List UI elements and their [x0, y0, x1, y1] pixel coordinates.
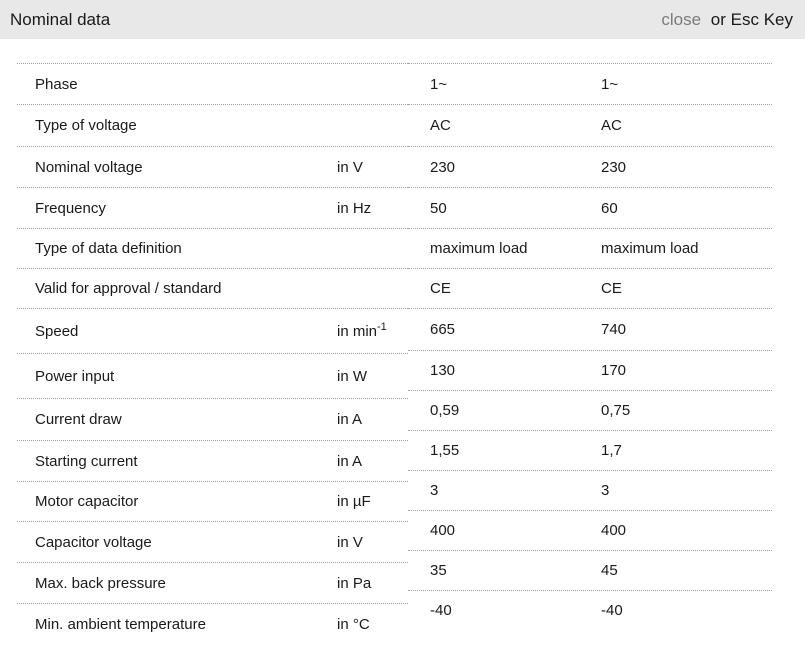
modal-title: Nominal data — [10, 9, 111, 29]
row-value-1: -40 — [430, 602, 452, 619]
esc-key-hint: or Esc Key — [710, 9, 793, 29]
row-value-1: 3 — [430, 482, 439, 499]
table-row-values: CE CE — [408, 268, 772, 308]
row-label: Capacitor voltage — [35, 533, 152, 551]
row-value-1: 230 — [430, 158, 456, 176]
row-unit: in V — [337, 158, 363, 176]
row-unit: in min-1 — [337, 320, 387, 340]
table-row-values: 50 60 — [408, 187, 772, 228]
table-row-values: 230 230 — [408, 146, 772, 187]
row-value-2: 230 — [601, 158, 627, 176]
row-value-2: 1,7 — [601, 442, 622, 459]
row-value-1: CE — [430, 280, 451, 297]
row-label: Max. back pressure — [35, 574, 166, 592]
table-row-values: maximum load maximum load — [408, 228, 772, 268]
row-value-1: 0,59 — [430, 402, 460, 419]
modal-header: Nominal data close or Esc Key — [0, 0, 805, 39]
row-unit: in A — [337, 452, 363, 470]
row-label: Phase — [35, 75, 78, 93]
row-value-1: maximum load — [430, 240, 528, 257]
table-row-values: 400 400 — [408, 510, 772, 550]
close-button[interactable]: close — [661, 9, 702, 29]
row-unit: in V — [337, 533, 363, 551]
row-value-2: CE — [601, 280, 622, 297]
table-row-values: AC AC — [408, 104, 772, 146]
row-value-2: 740 — [601, 321, 627, 338]
row-value-2: 1~ — [601, 75, 619, 93]
table-row-label: Current draw in A — [17, 398, 408, 440]
table-row-label: Valid for approval / standard — [17, 268, 408, 308]
table-row-label: Speed in min-1 — [17, 308, 408, 353]
row-label: Valid for approval / standard — [35, 280, 222, 297]
table-row-label: Type of voltage — [17, 104, 408, 146]
row-label: Min. ambient temperature — [35, 615, 206, 633]
row-value-2: 45 — [601, 562, 618, 579]
modal-close-area: close or Esc Key — [661, 10, 793, 30]
table-row-values: 1~ 1~ — [408, 63, 772, 104]
row-unit: in Pa — [337, 574, 372, 592]
row-value-2: maximum load — [601, 240, 699, 257]
table-row-label: Starting current in A — [17, 440, 408, 481]
table-row-values: 665 740 — [408, 308, 772, 350]
row-value-1: 50 — [430, 199, 447, 217]
row-unit: in W — [337, 367, 367, 385]
row-label: Power input — [35, 367, 115, 385]
table-row-label: Capacitor voltage in V — [17, 521, 408, 562]
row-value-2: 3 — [601, 482, 610, 499]
table-row-label: Max. back pressure in Pa — [17, 562, 408, 603]
row-value-2: 400 — [601, 522, 627, 539]
row-value-2: 170 — [601, 362, 627, 379]
labels-column: Phase Type of voltage Nominal voltage in V F… — [17, 63, 408, 644]
table-row-values: 35 45 — [408, 550, 772, 590]
row-label: Type of data definition — [35, 240, 182, 257]
row-value-1: 400 — [430, 522, 456, 539]
row-unit: in °C — [337, 615, 370, 633]
row-unit: in Hz — [337, 199, 372, 217]
row-unit: in µF — [337, 493, 371, 510]
table-row-label: Phase — [17, 63, 408, 104]
row-label: Type of voltage — [35, 117, 137, 134]
row-value-2: 0,75 — [601, 402, 631, 419]
row-label: Speed — [35, 322, 79, 340]
table-row-label: Nominal voltage in V — [17, 146, 408, 187]
row-label: Motor capacitor — [35, 493, 139, 510]
table-row-label: Min. ambient temperature in °C — [17, 603, 408, 644]
row-value-1: 35 — [430, 562, 447, 579]
row-label: Current draw — [35, 411, 122, 428]
row-value-1: 130 — [430, 362, 456, 379]
row-label: Starting current — [35, 452, 138, 470]
table-row-label: Motor capacitor in µF — [17, 481, 408, 521]
row-value-2: AC — [601, 117, 622, 134]
table-row-values: -40 -40 — [408, 590, 772, 630]
table-row-label: Frequency in Hz — [17, 187, 408, 228]
table-row-label: Type of data definition — [17, 228, 408, 268]
row-value-1: 1~ — [430, 75, 448, 93]
row-label: Frequency — [35, 199, 106, 217]
table-row-values: 1,55 1,7 — [408, 430, 772, 470]
table-row-values: 130 170 — [408, 350, 772, 390]
row-unit: in A — [337, 411, 363, 428]
row-value-2: -40 — [601, 602, 623, 619]
table-row-values: 0,59 0,75 — [408, 390, 772, 430]
nominal-data-table: Phase Type of voltage Nominal voltage in V F… — [17, 63, 772, 644]
row-label: Nominal voltage — [35, 158, 143, 176]
row-value-1: 665 — [430, 321, 456, 338]
row-value-1: AC — [430, 117, 451, 134]
row-value-2: 60 — [601, 199, 618, 217]
table-row-label: Power input in W — [17, 353, 408, 398]
unit-superscript: -1 — [377, 320, 387, 333]
values-column: 1~ 1~ AC AC 230 230 50 60 maximum load maximum lo… — [408, 63, 772, 630]
row-value-1: 1,55 — [430, 442, 460, 459]
